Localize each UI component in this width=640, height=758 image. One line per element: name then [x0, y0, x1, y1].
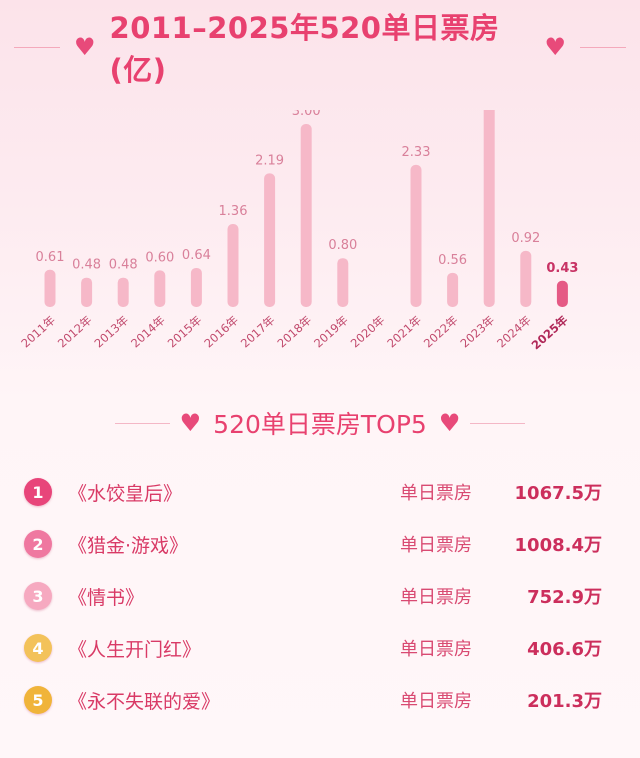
chart-title: 2011–2025年520单日票房 (亿)	[109, 11, 500, 87]
x-tick-label: 2015年	[165, 313, 205, 351]
bar-value-label: 0.60	[145, 250, 174, 265]
x-tick-label: 2024年	[494, 313, 534, 351]
bar-value-label: 0.92	[511, 231, 540, 246]
ranking-title: 520单日票房TOP5	[213, 410, 427, 439]
x-tick-label: 2012年	[55, 313, 95, 351]
rank-badge: 2	[24, 530, 52, 558]
bar-2016年	[227, 224, 239, 307]
bar-2014年	[154, 270, 166, 307]
ranking-title-row: ♥ 520单日票房TOP5 ♥	[0, 403, 640, 443]
rank-badge: 5	[24, 686, 52, 714]
rank-badge: 3	[24, 582, 52, 610]
bar-2012年	[81, 277, 93, 307]
ranking-row: 4 《人生开门红》 单日票房 406.6万	[24, 622, 616, 674]
bar-2019年	[337, 258, 349, 307]
x-tick-label: 2023年	[458, 313, 498, 351]
bar-value-label: 0.61	[36, 250, 65, 265]
bar-value-label: 0.64	[182, 248, 211, 263]
bar-2017年	[264, 173, 276, 307]
ranking-divider-left	[114, 422, 170, 424]
chart-title-row: ♥ 2011–2025年520单日票房 (亿) ♥	[0, 11, 640, 87]
metric-label: 单日票房	[400, 587, 472, 608]
ranking-list: 1 《水饺皇后》 单日票房 1067.5万 2 《猎金·游戏》 单日票房 100…	[24, 466, 616, 726]
bar-2024年	[520, 250, 532, 307]
metric-label: 单日票房	[400, 691, 472, 712]
bar-value-label: 1.36	[219, 204, 248, 219]
box-office-bar-chart: 0.61 2011年 0.48 2012年 0.48 2013年 0.60 2014年 0.64…	[18, 110, 578, 352]
x-tick-label: 2019年	[311, 313, 351, 351]
x-tick-label: 2013年	[92, 313, 132, 351]
ranking-divider-right	[470, 422, 526, 424]
bar-value-label: 0.43	[546, 261, 578, 276]
bar-2023年	[483, 110, 495, 307]
metric-label: 单日票房	[400, 483, 472, 504]
heart-icon: ♥	[179, 409, 202, 437]
box-office-value: 1067.5万	[514, 483, 602, 504]
bar-2015年	[190, 267, 202, 307]
x-tick-label: 2020年	[348, 313, 388, 351]
x-tick-label: 2011年	[18, 313, 58, 351]
movie-title: 《水饺皇后》	[68, 482, 183, 505]
bar-value-label: 2.19	[255, 153, 284, 168]
bar-value-label: 0.48	[72, 258, 101, 273]
bar-value-label: 0.48	[109, 258, 138, 273]
metric-label: 单日票房	[400, 639, 472, 660]
x-tick-label: 2016年	[201, 313, 241, 351]
box-office-value: 201.3万	[527, 691, 602, 712]
bar-value-label: 3.00	[292, 110, 321, 119]
bar-2011年	[44, 269, 56, 307]
x-tick-label: 2018年	[275, 313, 315, 351]
x-tick-label: 2014年	[128, 313, 168, 351]
bar-value-label: 0.80	[328, 238, 357, 253]
box-office-value: 406.6万	[527, 639, 602, 660]
ranking-row: 2 《猎金·游戏》 单日票房 1008.4万	[24, 518, 616, 570]
bar-2013年	[117, 277, 129, 307]
bar-2018年	[300, 124, 312, 307]
x-tick-label: 2017年	[238, 313, 278, 351]
box-office-value: 1008.4万	[514, 535, 602, 556]
bar-value-label: 2.33	[402, 145, 431, 160]
movie-title: 《猎金·游戏》	[68, 534, 189, 557]
movie-title: 《情书》	[68, 586, 145, 609]
rank-badge: 4	[24, 634, 52, 662]
heart-icon: ♥	[74, 33, 96, 61]
bar-2025年	[556, 280, 568, 307]
ranking-row: 5 《永不失联的爱》 单日票房 201.3万	[24, 674, 616, 726]
x-tick-label: 2025年	[529, 312, 571, 352]
title-divider-right	[580, 46, 626, 48]
ranking-row: 1 《水饺皇后》 单日票房 1067.5万	[24, 466, 616, 518]
bar-value-label: 0.56	[438, 253, 467, 268]
metric-label: 单日票房	[400, 535, 472, 556]
box-office-value: 752.9万	[527, 587, 602, 608]
heart-icon: ♥	[544, 33, 566, 61]
bar-2021年	[410, 164, 422, 307]
x-tick-label: 2022年	[421, 313, 461, 351]
x-tick-label: 2021年	[384, 313, 424, 351]
rank-badge: 1	[24, 478, 52, 506]
movie-title: 《人生开门红》	[68, 638, 202, 661]
heart-icon: ♥	[438, 409, 461, 437]
bar-2022年	[447, 272, 459, 307]
title-divider-left	[14, 46, 60, 48]
movie-title: 《永不失联的爱》	[68, 690, 221, 713]
ranking-row: 3 《情书》 单日票房 752.9万	[24, 570, 616, 622]
